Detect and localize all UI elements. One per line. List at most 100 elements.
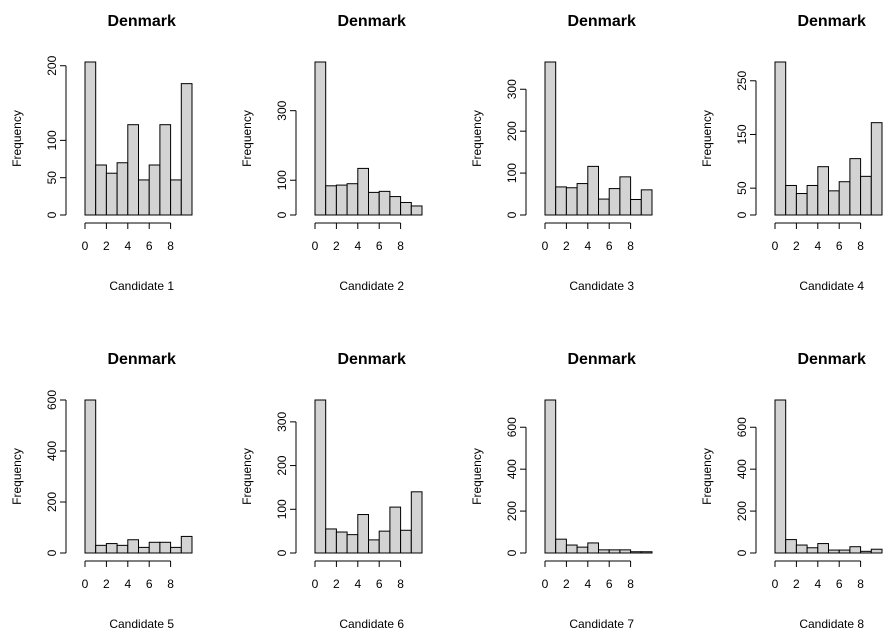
y-tick-label: 200 bbox=[735, 501, 749, 521]
histogram-bar bbox=[368, 539, 380, 554]
x-tick-label: 4 bbox=[584, 577, 591, 591]
histogram-bar bbox=[357, 514, 369, 554]
x-tick-label: 0 bbox=[312, 239, 319, 253]
y-tick-label: 0 bbox=[505, 211, 519, 218]
histogram-bar bbox=[378, 190, 391, 216]
y-tick-label: 0 bbox=[275, 549, 289, 556]
y-tick-label: 400 bbox=[735, 459, 749, 479]
histogram-bar bbox=[576, 546, 589, 554]
y-tick-label: 100 bbox=[275, 170, 289, 190]
histogram-bar bbox=[598, 549, 610, 554]
histogram-bar bbox=[346, 534, 359, 554]
x-axis-label: Candidate 5 bbox=[109, 617, 174, 631]
histogram-bar bbox=[148, 164, 161, 216]
y-tick-label: 50 bbox=[735, 181, 749, 195]
x-tick-label: 0 bbox=[82, 577, 89, 591]
x-tick-label: 6 bbox=[836, 239, 843, 253]
histogram-bar bbox=[860, 175, 872, 216]
histogram-bar bbox=[127, 539, 140, 554]
y-tick-label: 0 bbox=[45, 549, 59, 556]
y-tick-label: 600 bbox=[505, 417, 519, 437]
histogram-bar bbox=[400, 529, 412, 554]
x-tick-label: 6 bbox=[376, 577, 383, 591]
histogram-bar bbox=[95, 544, 107, 554]
histogram-bar bbox=[608, 549, 621, 554]
histogram-bar bbox=[785, 184, 797, 216]
histogram-bar bbox=[640, 189, 653, 216]
x-tick-label: 6 bbox=[146, 239, 153, 253]
histogram-bar bbox=[170, 546, 182, 554]
histogram-bar bbox=[849, 546, 862, 554]
y-tick-label: 300 bbox=[275, 412, 289, 432]
histogram-bar bbox=[127, 124, 140, 216]
histogram-bar bbox=[400, 201, 412, 216]
y-axis-label: Frequency bbox=[700, 110, 714, 167]
y-axis-label: Frequency bbox=[240, 448, 254, 505]
histogram-bar bbox=[640, 551, 653, 554]
y-tick-label: 400 bbox=[45, 441, 59, 461]
histogram-bar bbox=[325, 528, 337, 554]
x-tick-label: 8 bbox=[627, 577, 634, 591]
histogram-bar bbox=[587, 165, 599, 216]
x-tick-label: 8 bbox=[167, 577, 174, 591]
y-tick-label: 100 bbox=[45, 130, 59, 150]
x-tick-label: 2 bbox=[103, 577, 110, 591]
y-tick-label: 0 bbox=[735, 211, 749, 218]
histogram-bar bbox=[544, 61, 557, 216]
y-tick-label: 200 bbox=[275, 455, 289, 475]
histogram-bar bbox=[95, 164, 107, 216]
x-tick-label: 6 bbox=[606, 239, 613, 253]
histogram-bar bbox=[806, 184, 819, 216]
y-tick-label: 200 bbox=[505, 121, 519, 141]
histogram-bar bbox=[180, 83, 193, 216]
x-tick-label: 0 bbox=[542, 239, 549, 253]
histogram-bar bbox=[587, 542, 599, 554]
x-tick-label: 0 bbox=[82, 239, 89, 253]
x-tick-label: 8 bbox=[167, 239, 174, 253]
x-tick-label: 4 bbox=[814, 577, 821, 591]
y-axis-label: Frequency bbox=[470, 110, 484, 167]
x-tick-label: 2 bbox=[333, 239, 340, 253]
x-tick-label: 8 bbox=[857, 239, 864, 253]
y-tick-label: 250 bbox=[735, 70, 749, 90]
x-tick-label: 4 bbox=[124, 577, 131, 591]
y-axis-label: Frequency bbox=[470, 448, 484, 505]
y-tick-label: 200 bbox=[505, 501, 519, 521]
x-tick-label: 4 bbox=[584, 239, 591, 253]
y-axis-label: Frequency bbox=[10, 110, 24, 167]
histogram-bar bbox=[860, 550, 872, 554]
y-axis-label: Frequency bbox=[240, 110, 254, 167]
x-axis-label: Candidate 7 bbox=[569, 617, 634, 631]
histogram-bar bbox=[774, 399, 787, 554]
histogram-bar bbox=[838, 181, 851, 216]
y-tick-label: 200 bbox=[45, 492, 59, 512]
x-tick-label: 2 bbox=[563, 577, 570, 591]
x-axis-label: Candidate 1 bbox=[109, 279, 174, 293]
histogram-bar bbox=[544, 399, 557, 554]
y-tick-label: 50 bbox=[45, 171, 59, 185]
histogram-bar bbox=[870, 548, 883, 554]
y-tick-label: 0 bbox=[275, 211, 289, 218]
x-tick-label: 2 bbox=[103, 239, 110, 253]
histogram-bar bbox=[116, 544, 129, 554]
x-tick-label: 8 bbox=[857, 577, 864, 591]
x-tick-label: 8 bbox=[627, 239, 634, 253]
x-tick-label: 0 bbox=[312, 577, 319, 591]
y-tick-label: 600 bbox=[45, 390, 59, 410]
chart-title: Denmark bbox=[567, 351, 636, 368]
histogram-bar bbox=[838, 549, 851, 554]
x-tick-label: 0 bbox=[542, 577, 549, 591]
x-tick-label: 2 bbox=[793, 239, 800, 253]
x-tick-label: 8 bbox=[397, 239, 404, 253]
histogram-bar bbox=[378, 530, 391, 554]
chart-title: Denmark bbox=[107, 351, 176, 368]
y-tick-label: 100 bbox=[275, 499, 289, 519]
y-tick-label: 150 bbox=[735, 124, 749, 144]
histogram-bar bbox=[806, 547, 819, 554]
histogram-bar bbox=[410, 491, 423, 554]
x-tick-label: 2 bbox=[333, 577, 340, 591]
